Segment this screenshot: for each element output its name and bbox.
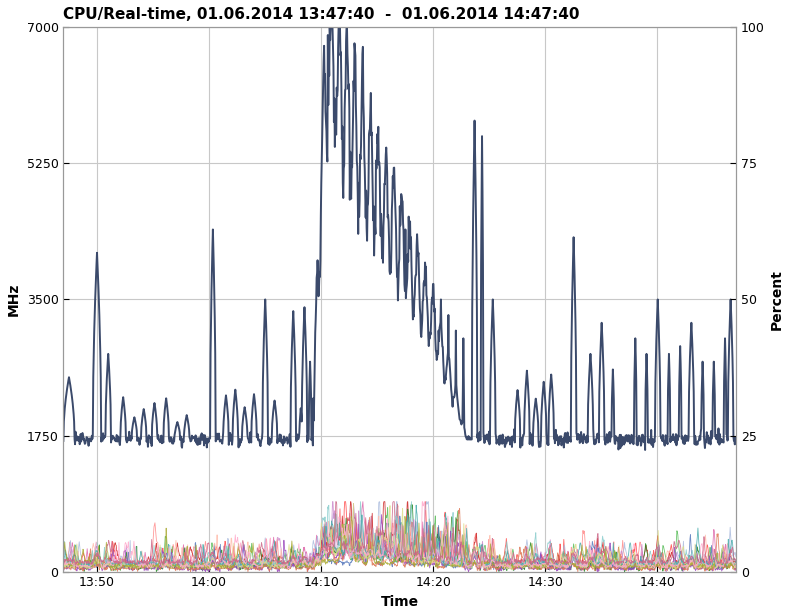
Y-axis label: Percent: Percent [770, 269, 784, 330]
X-axis label: Time: Time [380, 595, 418, 609]
Text: CPU/Real-time, 01.06.2014 13:47:40  -  01.06.2014 14:47:40: CPU/Real-time, 01.06.2014 13:47:40 - 01.… [63, 7, 580, 22]
Y-axis label: MHz: MHz [7, 283, 21, 316]
